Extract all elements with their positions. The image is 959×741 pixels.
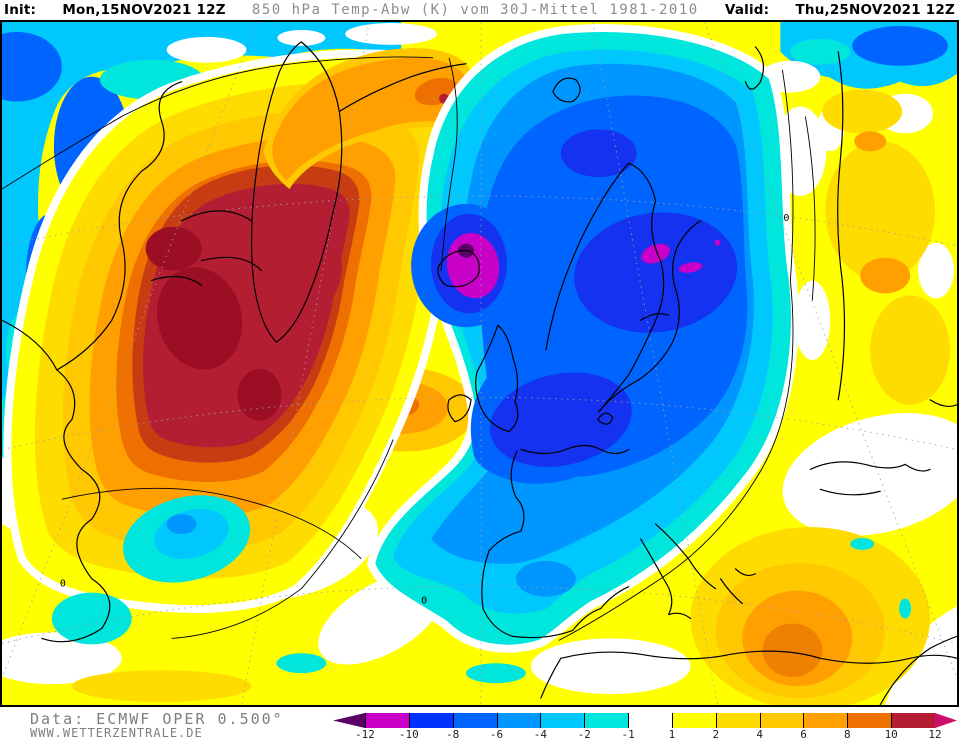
cold-extreme-baltic xyxy=(641,243,671,264)
legend-tick-label: 10 xyxy=(884,728,898,741)
legend-segment xyxy=(891,713,935,728)
legend-segment xyxy=(671,713,716,728)
legend-segment xyxy=(847,713,892,728)
map-title: 850 hPa Temp-Abw (K) vom 30J-Mittel 1981… xyxy=(251,2,699,18)
legend-ticks: -12 -10 -8 -6 -4 -2 -1 1 2 4 6 8 10 12 xyxy=(333,728,959,741)
coastlines xyxy=(2,41,957,705)
legend-bar xyxy=(365,713,935,728)
legend-segment xyxy=(408,713,453,728)
valid-value: Thu,25NOV2021 12Z xyxy=(795,2,955,18)
legend-tick-label: -10 xyxy=(398,728,419,741)
legend-tick-label: 1 xyxy=(668,728,676,741)
legend-tick-label: -12 xyxy=(355,728,375,741)
legend-segment xyxy=(628,713,672,728)
init-label: Init: xyxy=(4,2,37,18)
init-value: Mon,15NOV2021 12Z xyxy=(62,2,226,18)
legend-segment xyxy=(496,713,541,728)
legend-segment xyxy=(365,713,409,728)
map-frame: 0 0 0 xyxy=(0,20,959,707)
contour-label: 0 xyxy=(783,213,789,224)
legend-tick-label: -4 xyxy=(533,728,548,741)
valid-label: Valid: xyxy=(724,2,770,18)
cool-patches-atlantic xyxy=(51,495,912,684)
warm-anomaly-region xyxy=(3,48,475,613)
legend-arrow-right xyxy=(934,713,957,728)
legend-tick-label: -8 xyxy=(446,728,460,741)
legend-segment xyxy=(715,713,760,728)
legend-tick-label: 4 xyxy=(756,728,763,741)
website-credit: WWW.WETTERZENTRALE.DE xyxy=(30,726,203,740)
legend-segment xyxy=(540,713,585,728)
footer: Data: ECMWF OPER 0.500° WWW.WETTERZENTRA… xyxy=(0,707,959,741)
legend-row xyxy=(333,713,959,728)
data-source: Data: ECMWF OPER 0.500° xyxy=(30,710,284,728)
zero-contours xyxy=(2,56,816,641)
contour-labels: 0 0 0 xyxy=(60,213,789,607)
legend-tick-label: 2 xyxy=(712,728,720,741)
legend-tick-label: 6 xyxy=(800,728,807,741)
legend-tick-label: 8 xyxy=(844,728,851,741)
legend-arrow-left xyxy=(333,713,365,728)
legend-segment xyxy=(452,713,497,728)
cold-anomaly-region xyxy=(367,24,799,653)
legend-segment xyxy=(803,713,848,728)
legend-tick-label: 12 xyxy=(928,728,942,741)
anomaly-map: 0 0 0 xyxy=(2,22,957,705)
title-bar: Init: Mon,15NOV2021 12Z 850 hPa Temp-Abw… xyxy=(0,0,959,20)
contour-label: 0 xyxy=(60,579,66,590)
legend-segment xyxy=(584,713,629,728)
legend-tick-label: -6 xyxy=(489,728,504,741)
contour-label: 0 xyxy=(421,596,427,607)
legend-segment xyxy=(759,713,804,728)
color-scale-legend: -12 -10 -8 -6 -4 -2 -1 1 2 4 6 8 10 12 xyxy=(333,713,959,741)
legend-tick-label: -1 xyxy=(621,728,635,741)
legend-tick-label: -2 xyxy=(577,728,591,741)
